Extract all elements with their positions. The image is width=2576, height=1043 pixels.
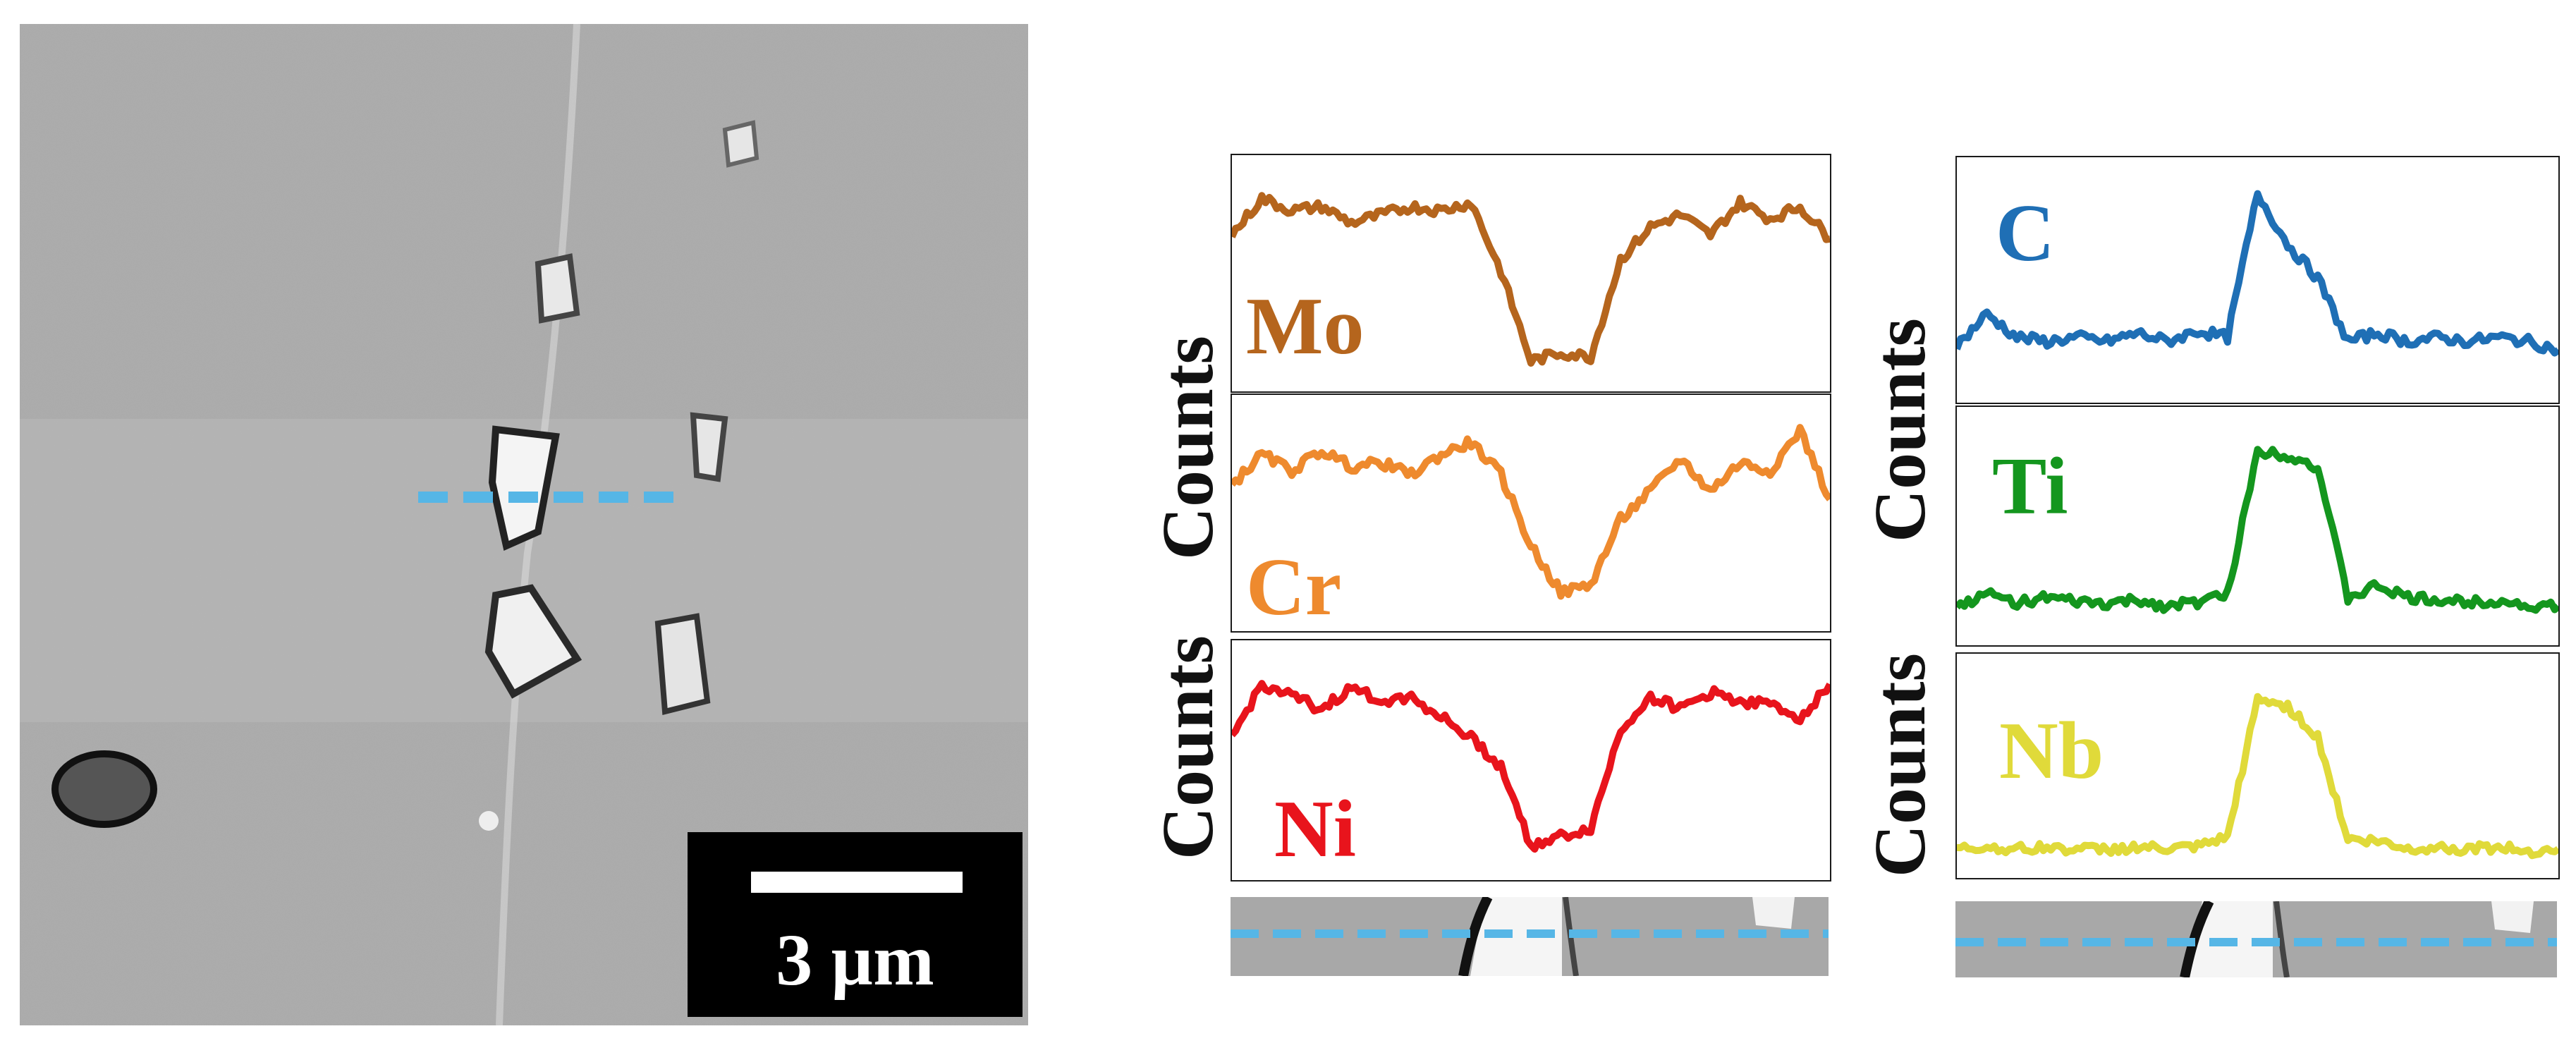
label-mo: Mo (1246, 281, 1365, 372)
nb-trace (1957, 693, 2558, 860)
label-cr: Cr (1246, 542, 1342, 633)
ylabel-counts: Counts (1860, 653, 1941, 877)
ni-trace (1232, 680, 1830, 853)
scale-bar-label: 3 µm (776, 920, 934, 1001)
sem-micrograph (20, 23, 1028, 1026)
panel-nb: Nb (1955, 652, 2560, 879)
ylabel-counts: Counts (1860, 318, 1941, 542)
particle (654, 613, 711, 716)
scale-bar: 3 µm (688, 832, 1023, 1017)
linescan-strip (1231, 897, 1829, 976)
label-c: C (1996, 188, 2055, 279)
panel-ti: Ti (1955, 405, 2560, 647)
particle (690, 412, 728, 482)
panel-cr: Cr (1231, 394, 1831, 633)
ylabel-counts: Counts (1147, 635, 1228, 860)
particle (484, 584, 582, 699)
label-ti: Ti (1992, 441, 2068, 532)
particle (479, 811, 499, 831)
panel-c: C (1955, 156, 2560, 404)
scale-bar-line (751, 872, 963, 893)
ylabel-counts: Counts (1147, 336, 1228, 560)
cr-trace (1232, 424, 1830, 600)
label-ni: Ni (1274, 784, 1356, 874)
panel-mo: Mo (1231, 154, 1831, 393)
pore (51, 750, 157, 828)
ti-trace (1957, 446, 2558, 614)
panel-ni: Ni (1231, 639, 1831, 882)
particle (535, 253, 580, 324)
particle (488, 425, 560, 551)
mo-trace (1232, 192, 1830, 367)
linescan-strip (1955, 901, 2557, 977)
sem-image (20, 23, 1028, 1026)
particle (722, 120, 759, 168)
c-trace (1957, 190, 2558, 357)
label-nb: Nb (1999, 706, 2104, 796)
